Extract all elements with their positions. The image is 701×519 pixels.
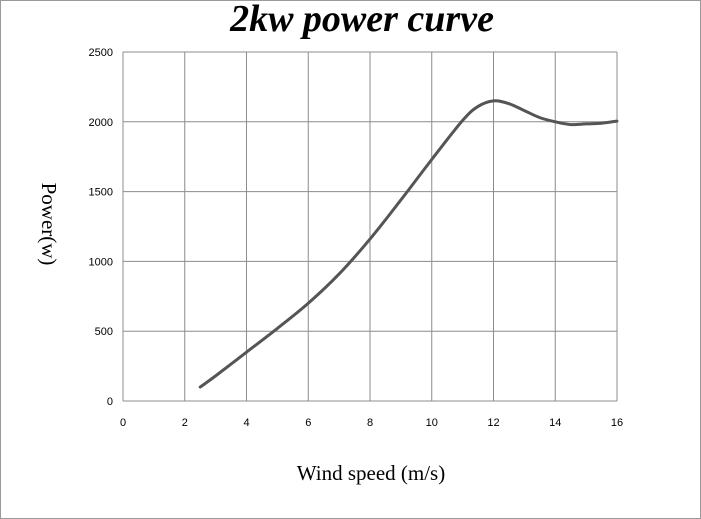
y-tick-label: 2000 <box>89 117 113 129</box>
data-point <box>507 102 510 105</box>
data-point <box>616 120 619 123</box>
y-tick-label: 1000 <box>89 256 113 268</box>
x-tick-label: 4 <box>243 417 249 429</box>
series-line <box>198 99 619 389</box>
data-point <box>569 123 572 126</box>
x-tick-label: 12 <box>487 417 499 429</box>
data-point <box>307 302 310 305</box>
x-tick-label: 2 <box>182 417 188 429</box>
data-point <box>199 386 202 389</box>
data-point <box>214 374 217 377</box>
data-point <box>492 99 495 102</box>
x-tick-labels: 0 2 4 6 8 10 12 14 16 <box>120 417 623 429</box>
y-tick-label: 2500 <box>89 47 113 59</box>
y-tick-labels: 0 500 1000 1500 2000 2500 <box>89 47 113 408</box>
y-tick-label: 500 <box>95 326 113 338</box>
x-tick-label: 6 <box>305 417 311 429</box>
data-point <box>538 116 541 119</box>
data-point <box>338 272 341 275</box>
data-point <box>585 122 588 125</box>
series-group <box>198 99 619 389</box>
data-point <box>600 122 603 125</box>
x-tick-label: 16 <box>611 417 623 429</box>
y-tick-label: 1500 <box>89 187 113 199</box>
data-point <box>245 351 248 354</box>
data-point <box>276 327 279 330</box>
x-tick-label: 0 <box>120 417 126 429</box>
data-point <box>369 238 372 241</box>
data-point <box>399 198 402 201</box>
chart-title: 2kw power curve <box>229 0 494 40</box>
data-point <box>430 158 433 161</box>
y-axis-label: Power(w) <box>37 183 61 266</box>
data-point <box>477 105 480 108</box>
x-axis-label: Wind speed (m/s) <box>297 461 445 485</box>
y-tick-label: 0 <box>107 396 113 408</box>
data-point <box>523 109 526 112</box>
data-point <box>461 119 464 122</box>
x-tick-label: 8 <box>367 417 373 429</box>
grid <box>122 51 618 402</box>
x-tick-label: 14 <box>549 417 561 429</box>
x-tick-label: 10 <box>426 417 438 429</box>
data-point <box>554 120 557 123</box>
